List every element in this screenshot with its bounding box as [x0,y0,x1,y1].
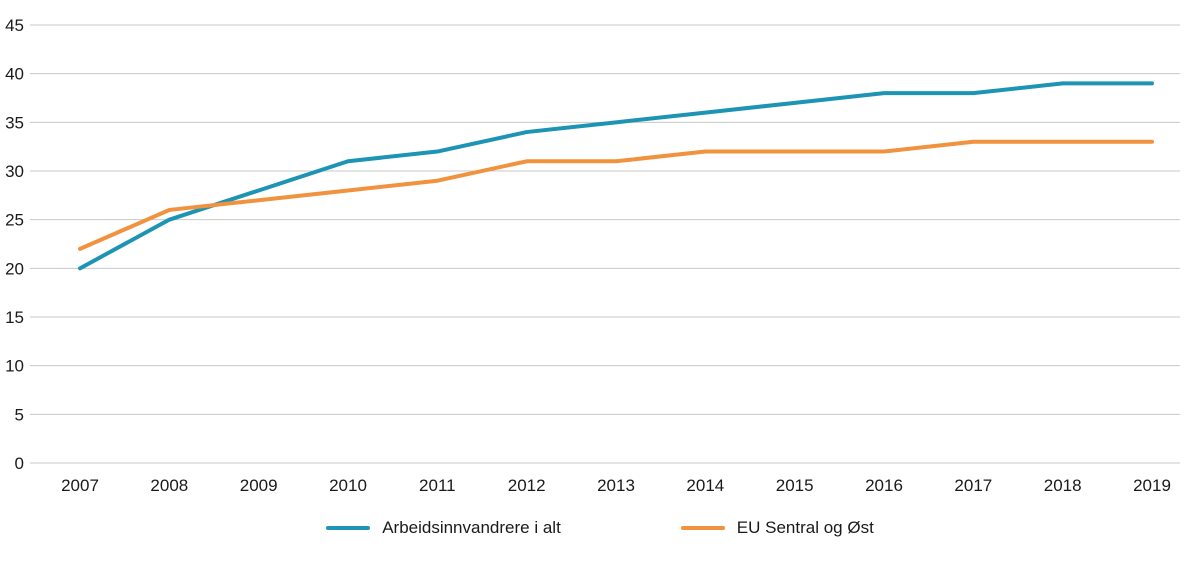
y-tick-label: 25 [5,211,24,230]
x-tick-label: 2011 [419,476,456,495]
y-tick-label: 30 [5,162,24,181]
x-tick-label: 2018 [1044,476,1082,495]
legend-label-series-1: EU Sentral og Øst [736,518,874,537]
y-tick-label: 40 [5,65,24,84]
y-tick-label: 20 [5,259,24,278]
y-tick-label: 35 [5,113,24,132]
legend-swatch-orange [680,526,725,530]
x-tick-label: 2008 [150,476,188,495]
x-tick-label: 2012 [508,476,546,495]
x-axis-labels-group: 2007 2008 2009 2010 2011 2012 2013 2014 2015 2016… [61,476,1171,495]
y-tick-label: 0 [15,454,24,473]
chart-legend: Arbeidsinnvandrere i alt EU Sentral og Ø… [0,518,1200,538]
x-tick-label: 2014 [686,476,724,495]
x-tick-label: 2017 [954,476,992,495]
series-line-1 [78,139,1154,251]
gridlines-group [30,24,1180,464]
legend-item-series-1: EU Sentral og Øst [680,518,874,538]
legend-label-series-0: Arbeidsinnvandrere i alt [382,518,561,537]
y-axis-labels-group: 0 5 10 15 20 25 30 35 40 45 [5,16,24,473]
x-tick-label: 2009 [240,476,278,495]
x-tick-label: 2010 [329,476,367,495]
x-tick-label: 2013 [597,476,635,495]
y-tick-label: 45 [5,16,24,35]
x-tick-label: 2019 [1133,476,1171,495]
x-tick-label: 2015 [776,476,814,495]
y-tick-label: 5 [15,405,24,424]
y-tick-label: 15 [5,308,24,327]
series-line-0 [78,81,1154,271]
x-tick-label: 2016 [865,476,903,495]
y-tick-label: 10 [5,357,24,376]
legend-item-series-0: Arbeidsinnvandrere i alt [326,518,561,538]
x-tick-label: 2007 [61,476,99,495]
legend-swatch-teal [326,526,371,530]
